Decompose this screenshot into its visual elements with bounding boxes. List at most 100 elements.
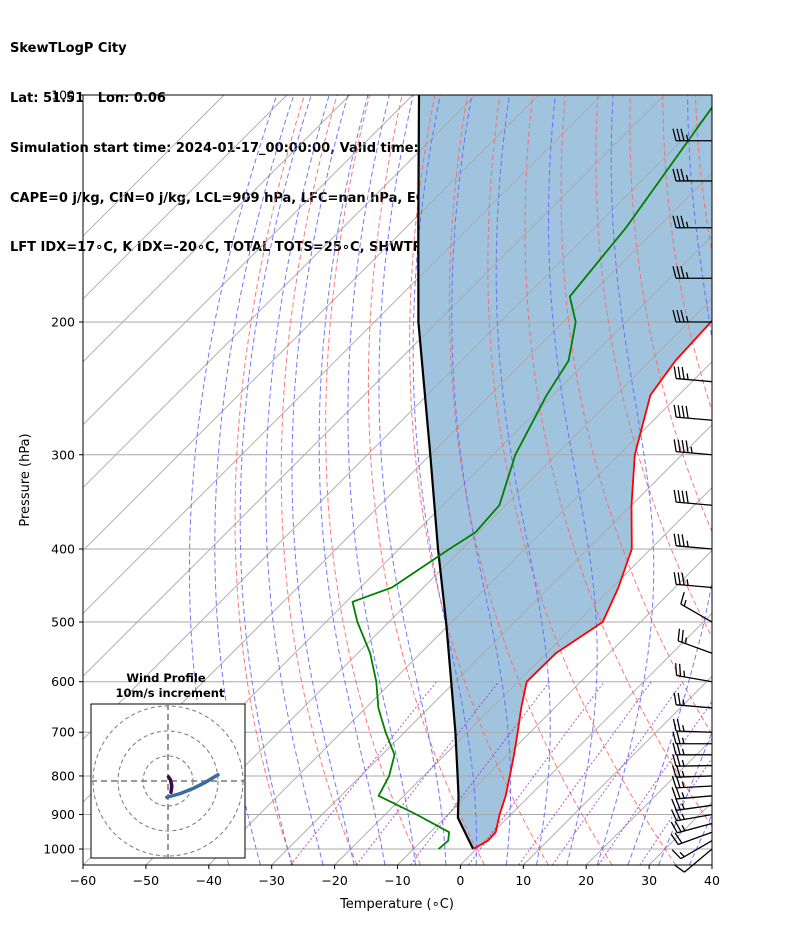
barb-feather <box>671 787 677 800</box>
mixing-ratio-line <box>551 681 684 865</box>
moist-adiabat-line <box>214 95 295 865</box>
barb-feather <box>674 832 683 844</box>
hodograph-trace-high <box>165 773 220 800</box>
dry-adiabat-line <box>761 95 794 865</box>
barb-feather <box>671 775 677 789</box>
dry-adiabat-line <box>487 95 677 865</box>
barb-staff <box>676 583 713 589</box>
barb-half-feather <box>686 579 689 586</box>
barb-half-feather <box>690 446 693 454</box>
moist-adiabat-line <box>347 95 416 865</box>
barb-feather <box>672 168 677 182</box>
barb-staff <box>677 822 713 834</box>
wind-barb <box>673 439 713 456</box>
barb-feather <box>672 215 677 228</box>
barb-feather <box>680 591 685 605</box>
barb-feather <box>673 366 677 379</box>
wind-barb <box>674 848 713 873</box>
wind-barb <box>671 798 713 811</box>
barb-feather <box>685 440 689 453</box>
wind-barb <box>673 366 713 383</box>
isotherm-line <box>83 95 414 426</box>
barb-feather <box>670 821 678 834</box>
barb-feather <box>681 629 684 643</box>
barb-half-feather <box>681 792 685 799</box>
barb-staff <box>676 795 713 800</box>
barb-staff <box>676 785 713 789</box>
barb-half-feather <box>683 599 687 607</box>
barb-staff <box>676 545 713 550</box>
isotherm-line <box>271 424 712 865</box>
barb-feather <box>673 489 677 503</box>
barb-staff <box>677 831 713 846</box>
cape-cin-shading <box>418 95 712 849</box>
barb-feather <box>677 439 681 453</box>
isotherm-line <box>83 95 288 300</box>
barb-half-feather <box>685 134 689 141</box>
barb-staff <box>684 848 713 873</box>
barb-half-feather <box>686 373 689 380</box>
barb-half-feather <box>679 851 685 858</box>
barb-feather <box>672 718 677 732</box>
barb-staff <box>675 730 713 733</box>
mixing-ratio-line <box>518 681 652 865</box>
wind-barb <box>670 831 713 846</box>
temperature-line <box>472 319 712 850</box>
isotherm-line <box>397 549 712 865</box>
barb-feather <box>675 798 681 810</box>
dry-adiabat-line <box>448 95 613 865</box>
barb-feather <box>677 366 681 380</box>
wind-barb <box>670 820 713 834</box>
wind-barb <box>673 489 713 506</box>
barb-feather <box>677 405 681 418</box>
barb-feather <box>673 572 677 585</box>
barb-feather <box>671 849 682 860</box>
wind-barb <box>672 128 712 142</box>
dry-adiabat-line <box>280 95 358 865</box>
wind-barb <box>673 404 713 421</box>
barb-feather <box>680 128 685 141</box>
barb-half-feather <box>685 272 689 279</box>
moist-adiabat-line <box>627 95 712 865</box>
hodograph-trace-low <box>166 775 174 795</box>
mixing-ratio-line <box>290 681 437 865</box>
moist-adiabat-line <box>596 95 655 865</box>
dry-adiabat-line <box>409 95 549 865</box>
parcel-line <box>417 95 475 850</box>
dewpoint-line <box>351 105 712 850</box>
barb-feather <box>676 309 681 323</box>
barb-feather <box>670 809 678 822</box>
barb-feather <box>680 168 685 182</box>
y-tick-label: 700 <box>51 725 75 740</box>
x-tick-label: 20 <box>578 873 594 888</box>
barb-half-feather <box>686 540 689 547</box>
barb-feather <box>676 168 681 182</box>
dry-adiabat-line <box>524 95 712 828</box>
x-tick-label: −50 <box>133 873 159 888</box>
isotherm-line <box>83 95 602 615</box>
moist-adiabat-line <box>265 95 330 865</box>
isotherm-line <box>145 298 712 865</box>
wind-barb <box>671 764 713 778</box>
isotherm-line <box>83 95 351 363</box>
dry-adiabat-line <box>595 95 712 639</box>
barb-feather <box>676 128 681 141</box>
barb-feather <box>672 309 677 323</box>
barb-staff <box>676 416 713 421</box>
barb-half-feather <box>681 759 685 767</box>
moist-adiabat-line <box>318 95 386 865</box>
barb-half-feather <box>681 825 686 832</box>
barb-half-feather <box>682 725 685 732</box>
barb-feather <box>675 764 681 778</box>
barb-half-feather <box>682 699 685 706</box>
barb-feather <box>681 534 685 547</box>
wind-barb <box>671 775 713 789</box>
barb-feather <box>676 266 681 279</box>
barb-feather <box>680 215 685 228</box>
hodograph-ring <box>117 730 219 832</box>
barb-feather <box>673 692 677 705</box>
barb-feather <box>673 533 677 546</box>
wind-barb <box>672 742 712 756</box>
barb-feather <box>677 692 681 706</box>
cape-cin-area <box>418 95 712 849</box>
